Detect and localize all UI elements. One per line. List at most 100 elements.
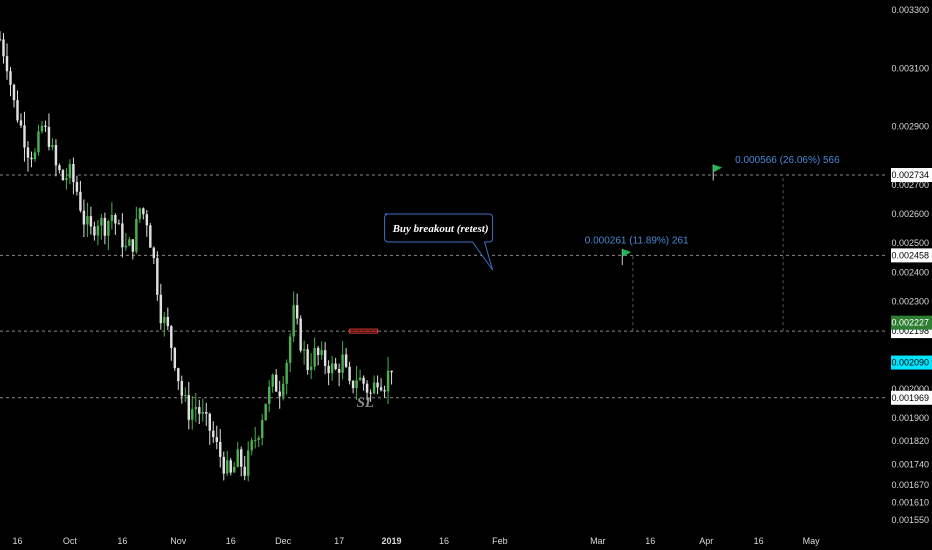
candle-body bbox=[37, 131, 40, 153]
candle-body bbox=[344, 354, 348, 367]
candle-body bbox=[72, 163, 75, 183]
candle-body bbox=[205, 412, 208, 414]
candle-body bbox=[12, 84, 16, 101]
candle-body bbox=[274, 374, 278, 392]
candle-body bbox=[184, 395, 187, 397]
note-callout bbox=[384, 213, 494, 271]
candle-body bbox=[376, 382, 379, 388]
y-tick-label: 0.002000 bbox=[891, 384, 929, 394]
candles bbox=[0, 31, 393, 482]
candle-body bbox=[163, 316, 166, 324]
level-price-badge-bg bbox=[891, 168, 932, 183]
candle-body bbox=[2, 39, 5, 57]
candle-body bbox=[121, 223, 124, 248]
candle-body bbox=[100, 217, 103, 226]
candle-body bbox=[243, 466, 246, 476]
annotations: Buy breakout (retest) SL bbox=[349, 164, 723, 411]
candle-body bbox=[170, 326, 173, 348]
candle-body bbox=[65, 177, 68, 181]
candle-body bbox=[351, 380, 355, 389]
candle-body bbox=[278, 391, 281, 397]
candle-body bbox=[23, 125, 26, 148]
candle-body bbox=[131, 239, 135, 252]
candle-body bbox=[201, 412, 204, 414]
candle-body bbox=[372, 382, 376, 394]
candle-body bbox=[152, 247, 156, 259]
candle-body bbox=[358, 377, 362, 381]
level-price-badge: 0.001969 bbox=[891, 393, 929, 403]
horizontal-levels bbox=[0, 174, 888, 399]
green-price-badge-bg bbox=[891, 315, 932, 330]
candle-body bbox=[61, 170, 65, 181]
price-axis[interactable]: 0.003300 0.003100 0.002900 0.002700 0.002600… bbox=[891, 5, 932, 525]
candle-body bbox=[267, 386, 271, 404]
current-price-badge: 0.002090 bbox=[891, 358, 929, 368]
candle-body bbox=[212, 430, 215, 438]
candle-body bbox=[26, 147, 30, 158]
candle-body bbox=[145, 214, 149, 226]
candle-body bbox=[229, 460, 232, 473]
candle-body bbox=[149, 225, 152, 248]
x-tick-label: 16 bbox=[117, 536, 127, 546]
candle-body bbox=[327, 365, 330, 374]
candle-body bbox=[75, 182, 79, 192]
time-axis[interactable]: 16 Oct 16 Nov 16 Dec 17 2019 16 Feb Mar 16 Apr 16 May bbox=[12, 536, 820, 546]
x-tick-label: Apr bbox=[699, 536, 713, 546]
candle-body bbox=[47, 126, 51, 147]
candle-body bbox=[68, 163, 72, 178]
y-tick-label: 0.001610 bbox=[891, 497, 929, 507]
y-tick-label: 0.002900 bbox=[891, 122, 929, 132]
candle-body bbox=[240, 449, 243, 467]
candle-body bbox=[369, 392, 372, 394]
candle-body bbox=[292, 305, 295, 337]
y-tick-label: 0.001550 bbox=[891, 515, 929, 525]
candle-body bbox=[253, 439, 257, 441]
candle-body bbox=[316, 347, 320, 355]
candle-body bbox=[250, 440, 253, 451]
candle-body bbox=[138, 208, 142, 219]
candle-body bbox=[330, 363, 334, 374]
level-price-badge-bg bbox=[891, 390, 932, 405]
candle-body bbox=[44, 125, 47, 127]
x-tick-label: Dec bbox=[275, 536, 292, 546]
candle-body bbox=[5, 56, 9, 72]
candle-body bbox=[58, 165, 61, 171]
candle-body bbox=[260, 420, 264, 438]
level-price-badge: 0.002198 bbox=[891, 326, 929, 336]
candle-body bbox=[390, 370, 393, 373]
x-tick-label: Feb bbox=[492, 536, 508, 546]
candle-body bbox=[16, 100, 19, 121]
candle-body bbox=[103, 217, 107, 236]
x-tick-label: 2019 bbox=[382, 536, 402, 546]
candle-body bbox=[295, 305, 299, 319]
x-tick-label: 17 bbox=[334, 536, 344, 546]
candle-body bbox=[54, 145, 58, 166]
y-tick-label: 0.001740 bbox=[891, 459, 929, 469]
flag-icon bbox=[622, 248, 632, 257]
candle-body bbox=[86, 216, 89, 225]
measure-label: 0.000261 (11.89%) 261 bbox=[585, 235, 689, 246]
candle-body bbox=[82, 210, 86, 225]
candle-body bbox=[166, 316, 170, 327]
candle-body bbox=[159, 294, 163, 324]
candle-body bbox=[187, 395, 191, 420]
candle-body bbox=[226, 460, 229, 474]
candle-body bbox=[222, 456, 225, 474]
candle-body bbox=[299, 318, 302, 351]
candle-body bbox=[271, 374, 274, 387]
y-tick-label: 0.001820 bbox=[891, 436, 929, 446]
y-tick-label: 0.001670 bbox=[891, 480, 929, 490]
level-price-badge-bg bbox=[891, 248, 932, 263]
candle-body bbox=[386, 370, 390, 392]
candle-body bbox=[33, 152, 37, 160]
candle-body bbox=[51, 145, 54, 147]
measure-label: 0.000566 (26.06%) 566 bbox=[735, 155, 840, 166]
x-tick-label: 16 bbox=[12, 536, 22, 546]
candle-body bbox=[313, 347, 316, 367]
candle-body bbox=[341, 354, 344, 373]
candle-body bbox=[198, 407, 201, 414]
candle-body bbox=[96, 225, 100, 236]
candle-body bbox=[19, 120, 23, 126]
